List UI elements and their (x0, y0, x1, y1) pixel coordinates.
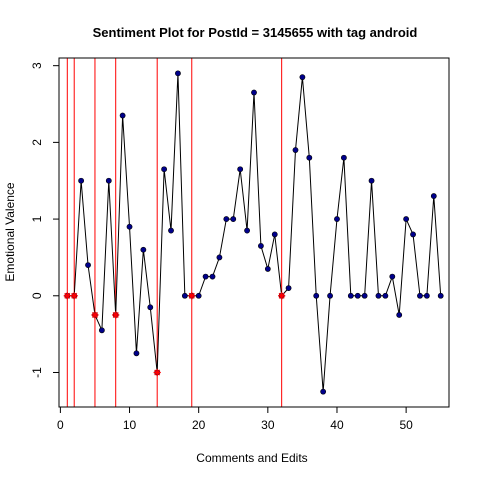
y-axis-label: Emotional Valence (3, 182, 17, 281)
data-point (230, 216, 237, 222)
data-point (327, 292, 333, 299)
sentiment-line (67, 73, 442, 392)
data-point (292, 147, 299, 153)
data-point (313, 292, 320, 299)
data-point (299, 74, 306, 81)
data-point (202, 273, 209, 280)
data-point (223, 216, 230, 222)
y-tick-label: 0 (30, 292, 44, 299)
data-point (334, 216, 340, 222)
edit-marker (278, 292, 286, 300)
y-tick-label: 3 (30, 62, 44, 69)
data-point (161, 166, 168, 173)
edit-marker (70, 292, 78, 300)
data-point (423, 292, 430, 299)
y-tick-label: -1 (30, 367, 44, 378)
data-point (195, 292, 202, 299)
data-point (375, 292, 382, 299)
data-point (437, 292, 444, 299)
data-point (417, 292, 423, 299)
data-point (403, 216, 410, 222)
data-point (251, 89, 257, 96)
data-point (271, 231, 278, 238)
data-point (389, 273, 396, 280)
data-point (306, 154, 313, 161)
data-point (285, 285, 292, 292)
data-point (396, 312, 403, 318)
data-point (361, 292, 368, 299)
data-point (119, 112, 126, 119)
data-point (258, 243, 264, 249)
y-tick-label: 2 (30, 139, 44, 146)
data-point (133, 350, 140, 357)
x-tick-label: 0 (57, 418, 64, 432)
data-point (410, 231, 416, 238)
data-point (181, 292, 188, 299)
x-tick-label: 40 (330, 418, 344, 432)
data-point (147, 304, 154, 311)
edit-marker (153, 368, 161, 377)
x-tick-label: 30 (261, 418, 275, 432)
plot-area: 0 10 20 30 40 50 -1 0 1 2 3 (30, 57, 450, 432)
plot-frame (58, 57, 450, 408)
data-point (430, 193, 437, 199)
data-point (85, 262, 91, 268)
data-point (140, 246, 147, 253)
data-point (168, 227, 174, 234)
chart-title: Sentiment Plot for PostId = 3145655 with… (93, 25, 418, 40)
data-point (354, 292, 361, 299)
data-point (78, 177, 85, 184)
data-point (175, 70, 181, 77)
data-point (382, 292, 389, 299)
data-point (237, 166, 244, 173)
y-tick-label: 1 (30, 215, 44, 222)
x-tick-label: 10 (123, 418, 137, 432)
data-point (126, 223, 133, 230)
data-point (368, 177, 375, 184)
data-point (98, 327, 105, 334)
data-point (209, 273, 216, 280)
data-point (216, 254, 223, 261)
data-point (340, 154, 347, 161)
data-point (320, 388, 327, 395)
x-axis-label: Comments and Edits (196, 451, 307, 465)
data-point (244, 227, 250, 234)
data-point (347, 292, 354, 299)
x-tick-label: 50 (399, 418, 413, 432)
edit-marker (91, 311, 99, 319)
edit-marker (188, 292, 196, 300)
data-point (105, 177, 112, 184)
data-point (264, 266, 271, 272)
edit-marker (63, 292, 71, 300)
edit-marker (112, 311, 120, 319)
x-tick-label: 20 (192, 418, 206, 432)
